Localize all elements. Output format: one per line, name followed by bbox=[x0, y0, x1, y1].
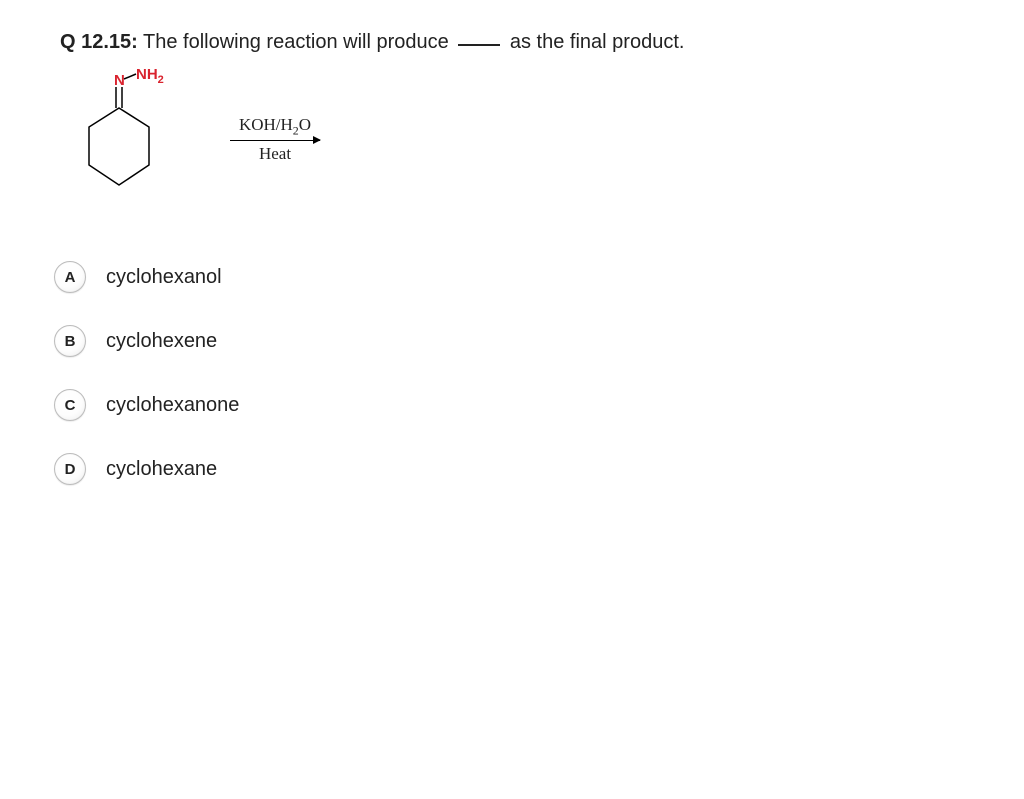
question-text-after: as the final product. bbox=[510, 31, 685, 53]
answer-option-b[interactable]: B cyclohexene bbox=[54, 325, 964, 357]
reagent-bottom: Heat bbox=[230, 145, 320, 164]
label-nh2: NH2 bbox=[136, 66, 164, 86]
question-text-before: The following reaction will produce bbox=[143, 31, 449, 53]
molecule-structure: N NH2 bbox=[74, 65, 194, 215]
question-number: Q 12.15: bbox=[60, 31, 138, 53]
answer-letter: D bbox=[54, 453, 86, 485]
answer-letter: A bbox=[54, 261, 86, 293]
answer-text: cyclohexane bbox=[106, 458, 217, 481]
fill-blank bbox=[458, 26, 500, 46]
answer-option-a[interactable]: A cyclohexanol bbox=[54, 261, 964, 293]
reagent-top: KOH/H2O bbox=[230, 116, 320, 137]
answer-option-c[interactable]: C cyclohexanone bbox=[54, 389, 964, 421]
answer-option-d[interactable]: D cyclohexane bbox=[54, 453, 964, 485]
answer-text: cyclohexanol bbox=[106, 266, 222, 289]
answer-letter: B bbox=[54, 325, 86, 357]
answer-letter: C bbox=[54, 389, 86, 421]
answer-text: cyclohexanone bbox=[106, 394, 239, 417]
reaction-arrow bbox=[230, 140, 320, 141]
label-n: N bbox=[114, 72, 125, 89]
reaction-conditions: KOH/H2O Heat bbox=[230, 116, 320, 163]
answer-list: A cyclohexanol B cyclohexene C cyclohexa… bbox=[54, 261, 964, 485]
reaction-figure: N NH2 KOH/H2O Heat bbox=[74, 65, 964, 215]
question-stem: Q 12.15: The following reaction will pro… bbox=[60, 28, 964, 55]
answer-text: cyclohexene bbox=[106, 330, 217, 353]
